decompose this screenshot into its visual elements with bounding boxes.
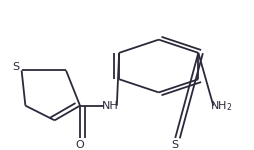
Text: O: O xyxy=(76,140,84,150)
Text: S: S xyxy=(172,140,179,150)
Text: NH$_2$: NH$_2$ xyxy=(210,99,232,112)
Text: NH: NH xyxy=(102,101,119,111)
Text: S: S xyxy=(12,63,20,72)
